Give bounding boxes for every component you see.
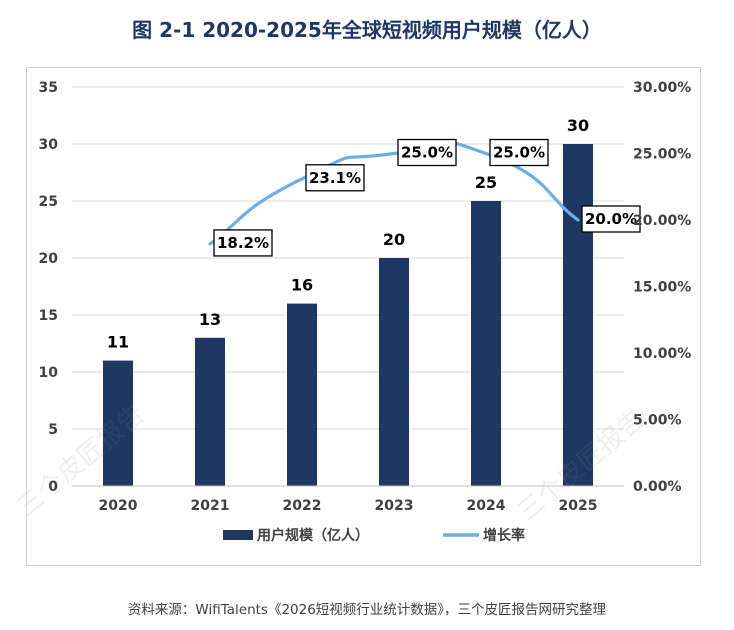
source-note: 资料来源：WifiTalents《2026短视频行业统计数据》，三个皮匠报告网研… — [127, 602, 607, 618]
x-tick-label: 2022 — [283, 498, 322, 514]
y-left-tick-label: 25 — [39, 194, 58, 210]
y-right-tick-label: 20.00% — [633, 213, 691, 229]
x-tick-label: 2024 — [467, 498, 506, 514]
growth-label-box — [397, 138, 457, 167]
bar-2021 — [195, 337, 225, 486]
bar-value-label: 13 — [199, 310, 221, 329]
legend-line-label: 增长率 — [483, 527, 525, 544]
y-right-tick-label: 10.00% — [633, 346, 691, 362]
y-left-tick-label: 0 — [48, 479, 58, 495]
axes: 051015202530350.00%5.00%10.00%15.00%20.0… — [39, 80, 692, 514]
bar-2022 — [287, 303, 317, 486]
bar-value-label: 16 — [291, 276, 313, 295]
x-tick-label: 2023 — [375, 498, 414, 514]
legend-bar-label: 用户规模（亿人） — [257, 527, 369, 544]
growth-value-label: 25.0% — [493, 144, 545, 162]
y-right-tick-label: 25.00% — [633, 147, 691, 163]
bar-series — [103, 144, 593, 486]
y-right-tick-label: 5.00% — [633, 413, 682, 429]
y-left-tick-label: 20 — [39, 251, 59, 267]
growth-value-label: 23.1% — [309, 169, 361, 187]
x-tick-label: 2021 — [191, 498, 230, 514]
growth-value-label: 25.0% — [401, 144, 453, 162]
x-tick-label: 2020 — [99, 498, 138, 514]
growth-line-series — [208, 139, 580, 246]
x-tick-label: 2025 — [559, 498, 598, 514]
growth-label-box — [305, 164, 365, 192]
growth-value-label: 18.2% — [217, 234, 269, 252]
bar-2025 — [563, 144, 593, 486]
bar-value-label: 20 — [383, 230, 405, 249]
bar-2024 — [471, 201, 501, 486]
legend: 用户规模（亿人） 增长率 — [223, 527, 525, 544]
y-left-tick-label: 30 — [39, 137, 59, 153]
y-right-tick-label: 30.00% — [633, 80, 691, 96]
y-right-tick-label: 15.00% — [633, 280, 691, 296]
bar-value-label: 25 — [475, 173, 497, 192]
data-labels: 11 13 16 20 25 30 18.2% 23.1% 25.0% 25.0% 20.0% — [107, 116, 641, 352]
y-left-tick-label: 10 — [39, 365, 59, 381]
bar-value-label: 30 — [567, 116, 589, 135]
chart-frame — [26, 67, 701, 566]
chart-title: 图 2-1 2020-2025年全球短视频用户规模（亿人） — [132, 18, 602, 42]
y-right-tick-label: 0.00% — [633, 479, 682, 495]
growth-rate-line — [208, 139, 580, 246]
growth-value-label: 20.0% — [585, 210, 637, 228]
bar-2023 — [379, 258, 409, 486]
legend-bar-swatch — [223, 530, 253, 540]
growth-label-box — [213, 229, 273, 257]
y-left-tick-label: 35 — [39, 80, 58, 96]
y-left-tick-label: 15 — [39, 308, 58, 324]
bar-value-label: 11 — [107, 333, 129, 352]
growth-label-box — [489, 138, 549, 167]
growth-label-box — [581, 205, 641, 233]
bar-2020 — [103, 360, 133, 486]
y-left-tick-label: 5 — [48, 422, 58, 438]
